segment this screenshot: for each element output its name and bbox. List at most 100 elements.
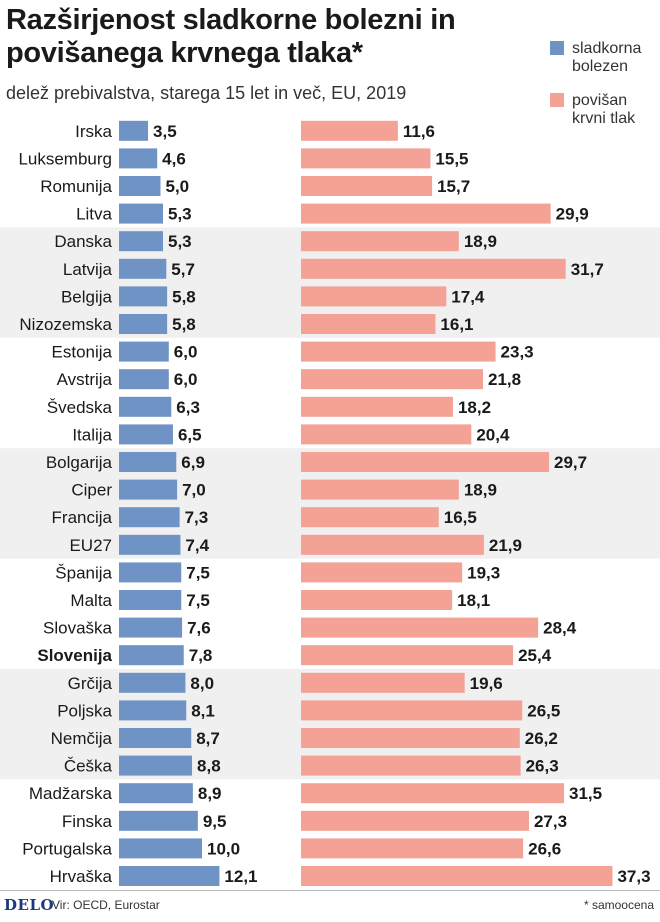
value-label-diabetes-luksemburg: 4,6: [162, 149, 186, 168]
value-label-hypertension-madzarska: 31,5: [569, 784, 602, 803]
value-label-hypertension-hrvaska: 37,3: [617, 867, 650, 886]
bar-hypertension-portugalska: [301, 838, 524, 859]
value-label-diabetes-slovaska: 7,6: [187, 619, 211, 638]
value-label-diabetes-romunija: 5,0: [166, 177, 190, 196]
category-label-litva: Litva: [76, 205, 112, 224]
value-label-hypertension-malta: 18,1: [457, 591, 490, 610]
value-label-diabetes-belgija: 5,8: [172, 287, 196, 306]
bar-hypertension-nemcija: [301, 728, 520, 748]
bar-hypertension-italija: [301, 424, 472, 445]
bar-hypertension-latvija: [301, 258, 566, 279]
category-label-nizozemska: Nizozemska: [19, 315, 112, 334]
bar-hypertension-eu27: [301, 534, 484, 555]
bar-diabetes-bolgarija: [119, 452, 177, 472]
bar-hypertension-estonija: [301, 341, 496, 362]
value-label-hypertension-avstrija: 21,8: [488, 370, 521, 389]
bar-hypertension-nizozemska: [301, 314, 436, 334]
bar-hypertension-hrvaska: [301, 866, 613, 886]
value-label-hypertension-svedska: 18,2: [458, 398, 491, 417]
value-label-diabetes-ceska: 8,8: [197, 757, 221, 776]
value-label-diabetes-italija: 6,5: [178, 425, 202, 444]
source-note: Vir: OECD, Eurostar: [52, 898, 160, 912]
category-label-spanija: Španija: [55, 563, 112, 582]
value-label-hypertension-latvija: 31,7: [571, 260, 604, 279]
bar-diabetes-italija: [119, 424, 173, 445]
value-label-hypertension-estonija: 23,3: [501, 343, 534, 362]
bar-diabetes-estonija: [119, 341, 169, 362]
bar-hypertension-ciper: [301, 479, 459, 500]
value-label-hypertension-nizozemska: 16,1: [440, 315, 473, 334]
bar-hypertension-avstrija: [301, 369, 484, 390]
category-label-hrvaska: Hrvaška: [50, 867, 113, 886]
bar-hypertension-danska: [301, 231, 459, 252]
category-label-irska: Irska: [75, 122, 112, 141]
bar-hypertension-spanija: [301, 562, 463, 583]
category-label-estonija: Estonija: [52, 343, 113, 362]
bar-hypertension-malta: [301, 590, 453, 610]
footnote: * samoocena: [583, 898, 654, 912]
bar-diabetes-poljska: [119, 700, 187, 721]
bar-hypertension-svedska: [301, 396, 453, 417]
bar-diabetes-ceska: [119, 755, 193, 776]
value-label-hypertension-portugalska: 26,6: [528, 839, 561, 858]
bar-hypertension-slovenija: [301, 645, 514, 666]
bar-hypertension-grcija: [301, 672, 465, 693]
footer-divider: [0, 890, 660, 891]
value-label-diabetes-spanija: 7,5: [186, 563, 210, 582]
bar-diabetes-nizozemska: [119, 314, 168, 334]
category-label-slovenija: Slovenija: [37, 646, 112, 665]
value-label-diabetes-latvija: 5,7: [171, 260, 195, 279]
category-label-italija: Italija: [72, 425, 112, 444]
bar-hypertension-litva: [301, 203, 551, 224]
legend-swatch-hypertension: [550, 93, 564, 107]
category-label-avstrija: Avstrija: [57, 370, 113, 389]
bar-hypertension-luksemburg: [301, 148, 431, 169]
bar-diabetes-malta: [119, 590, 182, 610]
value-label-diabetes-francija: 7,3: [185, 508, 209, 527]
value-label-diabetes-litva: 5,3: [168, 205, 192, 224]
value-label-hypertension-eu27: 21,9: [489, 536, 522, 555]
bar-diabetes-slovaska: [119, 617, 183, 638]
value-label-diabetes-nizozemska: 5,8: [172, 315, 196, 334]
category-label-poljska: Poljska: [57, 701, 112, 720]
value-label-diabetes-poljska: 8,1: [191, 701, 215, 720]
bar-diabetes-ciper: [119, 479, 178, 500]
value-label-diabetes-eu27: 7,4: [185, 536, 209, 555]
legend-label-diabetes: sladkorna bolezen: [572, 40, 642, 75]
bar-hypertension-francija: [301, 507, 439, 528]
bar-chart: Irska 3,5 11,6 Luksemburg 4,6 15,5 Romunija 5,0…: [0, 120, 660, 886]
bar-diabetes-grcija: [119, 672, 186, 693]
category-label-eu27: EU27: [69, 536, 112, 555]
value-label-hypertension-ceska: 26,3: [526, 757, 559, 776]
value-label-diabetes-irska: 3,5: [153, 122, 177, 141]
category-label-finska: Finska: [62, 812, 113, 831]
category-label-portugalska: Portugalska: [22, 839, 112, 858]
bar-diabetes-slovenija: [119, 645, 184, 666]
bar-hypertension-romunija: [301, 176, 433, 196]
category-label-ciper: Ciper: [71, 481, 112, 500]
category-label-romunija: Romunija: [40, 177, 112, 196]
value-label-diabetes-ciper: 7,0: [182, 481, 206, 500]
category-label-belgija: Belgija: [61, 287, 113, 306]
value-label-hypertension-danska: 18,9: [464, 232, 497, 251]
bar-diabetes-irska: [119, 120, 149, 141]
legend-label-hypertension: povišan krvni tlak: [572, 92, 636, 127]
value-label-diabetes-nemcija: 8,7: [196, 729, 220, 748]
bar-diabetes-portugalska: [119, 838, 202, 859]
value-label-hypertension-francija: 16,5: [444, 508, 477, 527]
value-label-diabetes-hrvaska: 12,1: [224, 867, 257, 886]
value-label-hypertension-irska: 11,6: [403, 122, 435, 141]
bar-hypertension-bolgarija: [301, 452, 549, 472]
bar-diabetes-nemcija: [119, 728, 192, 748]
value-label-diabetes-portugalska: 10,0: [207, 839, 240, 858]
bar-hypertension-ceska: [301, 755, 521, 776]
category-label-bolgarija: Bolgarija: [46, 453, 113, 472]
bar-diabetes-svedska: [119, 396, 172, 417]
value-label-hypertension-ciper: 18,9: [464, 481, 497, 500]
chart-title: Razširjenost sladkorne bolezni in poviša…: [6, 4, 456, 69]
bar-hypertension-belgija: [301, 286, 447, 307]
bar-diabetes-avstrija: [119, 369, 169, 390]
category-label-luksemburg: Luksemburg: [18, 149, 112, 168]
value-label-hypertension-litva: 29,9: [556, 205, 589, 224]
value-label-diabetes-svedska: 6,3: [176, 398, 200, 417]
